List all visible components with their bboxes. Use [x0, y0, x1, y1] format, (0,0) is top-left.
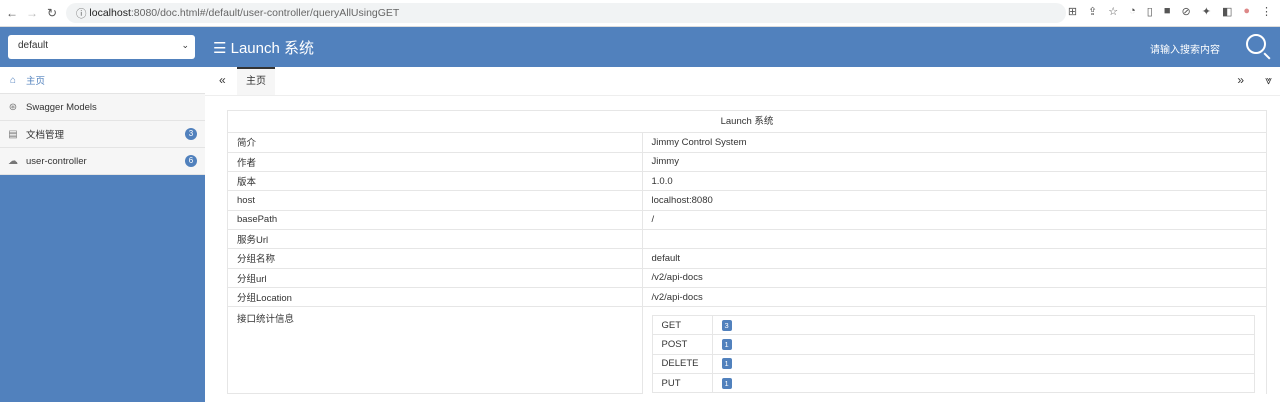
- table-row: 分组名称 default: [228, 248, 1266, 269]
- extensions: ⊞ ⇪ ☆ ◔ ▯ ■ ⊘ ✦ ◧ ● ⋮: [1068, 5, 1272, 18]
- avatar[interactable]: ●: [1243, 5, 1250, 17]
- sidebar-item-swagger-models[interactable]: ⊛ Swagger Models: [0, 94, 205, 121]
- star-icon[interactable]: ☆: [1108, 6, 1119, 18]
- table-row: 版本 1.0.0: [228, 171, 1266, 192]
- tab-bar: « 主页 » ⩔: [205, 67, 1280, 96]
- home-icon: ⌂: [9, 74, 17, 86]
- count-badge: 1: [721, 377, 732, 389]
- sidebar-item-label: 文档管理: [26, 130, 65, 141]
- url-path: :8080/doc.html#/default/user-controller/…: [130, 7, 400, 19]
- sidepanel-icon[interactable]: ◧: [1221, 6, 1233, 18]
- menu-icon[interactable]: ⋮: [1261, 6, 1272, 18]
- row-key: host: [228, 190, 643, 211]
- row-value: default: [642, 248, 1266, 269]
- http-method: GET: [652, 315, 713, 336]
- count-badge: 6: [185, 155, 197, 167]
- row-key: 简介: [228, 133, 643, 153]
- table-row: 接口统计信息 GET 3 POST 1 DELETE 1 PUT 1: [228, 306, 1266, 394]
- address-bar[interactable]: ⓘ localhost:8080/doc.html#/default/user-…: [66, 3, 1066, 23]
- http-method: DELETE: [652, 354, 713, 375]
- stats-row: POST 1: [652, 334, 1254, 355]
- extension-icon[interactable]: ⊘: [1181, 6, 1191, 18]
- count-badge: 1: [721, 339, 732, 351]
- row-value: [642, 229, 1266, 250]
- row-value: 1.0.0: [642, 171, 1266, 192]
- translate-icon[interactable]: ⊞: [1067, 6, 1078, 18]
- extension-icon[interactable]: ▯: [1146, 6, 1153, 18]
- scroll-right-icon[interactable]: »: [1237, 73, 1244, 87]
- row-key: 作者: [228, 152, 643, 173]
- cloud-icon: ☁: [8, 155, 18, 167]
- document-icon: ▤: [8, 128, 18, 140]
- row-value: Jimmy: [642, 152, 1266, 173]
- search-icon[interactable]: [1246, 34, 1266, 54]
- count-badge: 1: [721, 358, 732, 370]
- sidebar-item-label: user-controller: [26, 155, 87, 167]
- sidebar-item-home[interactable]: ⌂ 主页: [0, 67, 205, 94]
- table-row: host localhost:8080: [228, 190, 1266, 211]
- row-key: basePath: [228, 210, 643, 230]
- count-badge: 3: [721, 319, 732, 331]
- url-host: localhost: [89, 7, 131, 19]
- count-badge: 3: [185, 128, 197, 140]
- extension-icon[interactable]: ◔: [1129, 5, 1136, 17]
- stats-row: DELETE 1: [652, 354, 1254, 375]
- extension-icon[interactable]: ■: [1163, 5, 1171, 17]
- row-key: 接口统计信息: [228, 306, 643, 394]
- table-row: basePath /: [228, 210, 1266, 230]
- info-table: 简介 Jimmy Control System 作者 Jimmy 版本 1.0.0 host…: [228, 133, 1266, 394]
- scroll-left-icon[interactable]: «: [219, 73, 226, 87]
- page-title: ☰ Launch 系统: [213, 40, 314, 57]
- group-select-value: default: [18, 40, 49, 51]
- info-caption: Launch 系统: [228, 111, 1266, 133]
- search-input[interactable]: 请输入搜索内容: [1150, 45, 1220, 56]
- stats-row: GET 3: [652, 315, 1254, 336]
- row-key: 分组url: [228, 268, 643, 288]
- tab-home[interactable]: 主页: [237, 67, 275, 95]
- table-row: 简介 Jimmy Control System: [228, 133, 1266, 153]
- chevron-down-icon: ⌄: [181, 40, 189, 50]
- row-key: 分组Location: [228, 287, 643, 308]
- back-icon[interactable]: ←: [6, 6, 18, 20]
- table-row: 分组url/v2/api-docs: [228, 268, 1266, 288]
- sidebar-item-label: Swagger Models: [26, 101, 97, 113]
- http-method: PUT: [652, 373, 713, 394]
- sidebar: ⌂ 主页 ⊛ Swagger Models ▤ 文档管理 3 ☁ user-control…: [0, 67, 205, 402]
- row-value: /v2/api-docs: [642, 268, 1266, 288]
- table-row: 分组Location/v2/api-docs: [228, 287, 1266, 308]
- puzzle-icon[interactable]: ✦: [1201, 6, 1211, 18]
- row-key: 分组名称: [228, 248, 643, 269]
- sidebar-item-docs[interactable]: ▤ 文档管理 3: [0, 121, 205, 148]
- browser-toolbar: ← → ↻ ⓘ localhost:8080/doc.html#/default…: [0, 0, 1280, 27]
- row-key: 版本: [228, 171, 643, 192]
- row-value: /: [642, 210, 1266, 230]
- app-header: default ⌄ ☰ Launch 系统 请输入搜索内容: [0, 27, 1280, 67]
- stats-table: GET 3 POST 1 DELETE 1 PUT 1: [651, 315, 1255, 394]
- models-icon: ⊛: [8, 101, 18, 113]
- share-icon[interactable]: ⇪: [1088, 6, 1098, 18]
- http-method: POST: [652, 334, 713, 355]
- tab-menu-icon[interactable]: ⩔: [1265, 73, 1272, 87]
- info-panel: Launch 系统 简介 Jimmy Control System 作者 Jimmy 版…: [227, 110, 1267, 394]
- row-value: Jimmy Control System: [642, 133, 1266, 153]
- sidebar-item-user-controller[interactable]: ☁ user-controller 6: [0, 148, 205, 175]
- stats-row: PUT 1: [652, 373, 1254, 394]
- forward-icon[interactable]: →: [26, 6, 38, 20]
- row-key: 服务Url: [228, 229, 643, 250]
- table-row: 作者 Jimmy: [228, 152, 1266, 173]
- row-value: /v2/api-docs: [642, 287, 1266, 308]
- row-value: localhost:8080: [642, 190, 1266, 211]
- reload-icon[interactable]: ↻: [46, 6, 58, 20]
- table-row: 服务Url: [228, 229, 1266, 250]
- sidebar-item-label: 主页: [26, 76, 46, 87]
- group-select[interactable]: default ⌄: [8, 35, 195, 59]
